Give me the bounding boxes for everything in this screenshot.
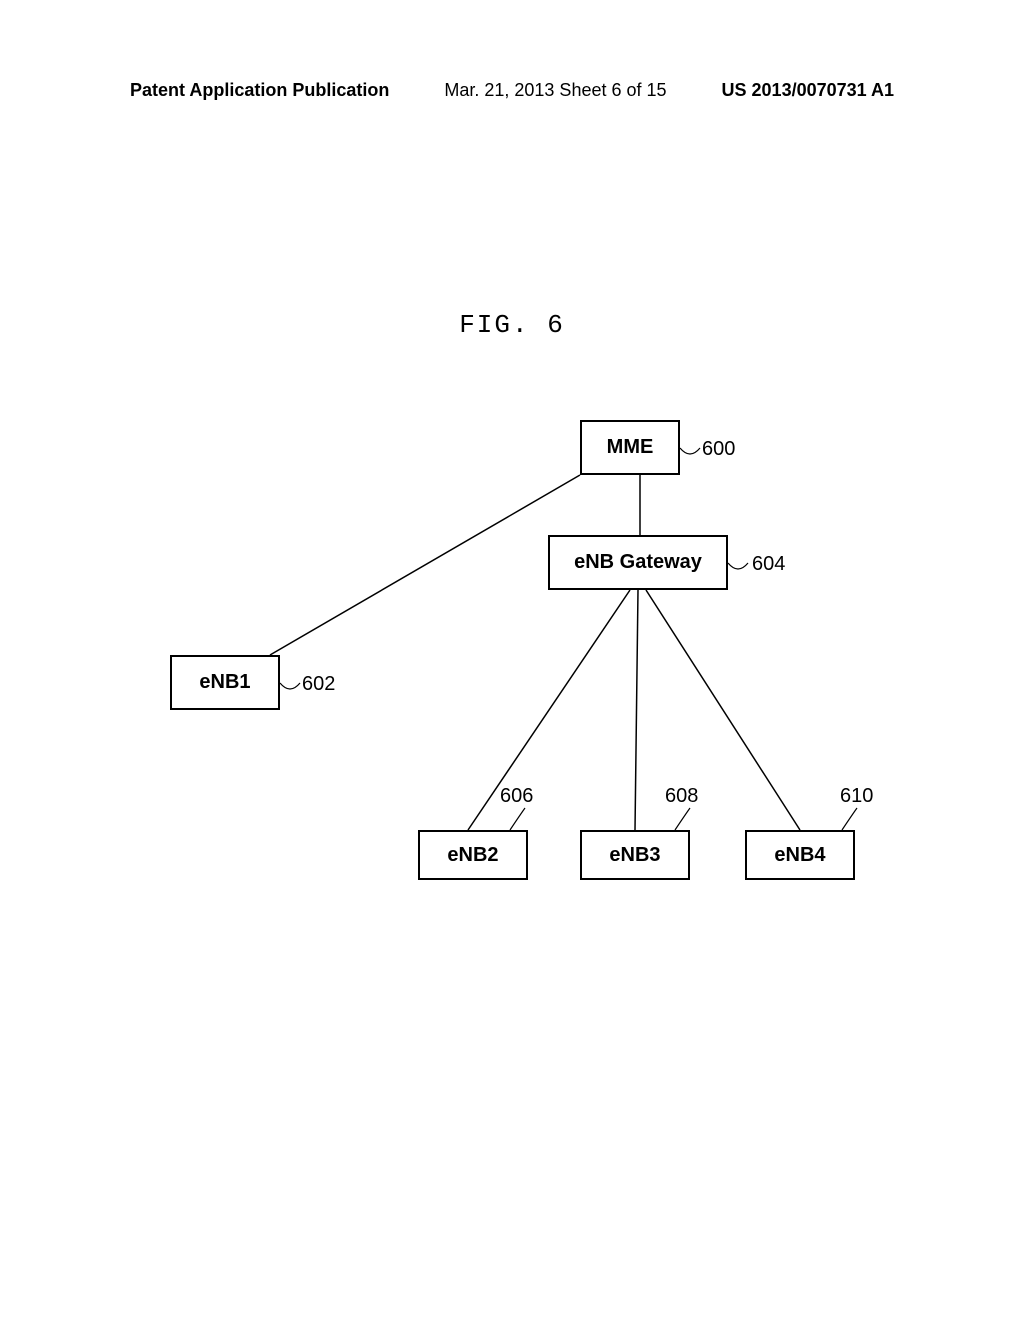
ref-connector-mme <box>680 448 700 454</box>
header-left: Patent Application Publication <box>130 80 389 101</box>
ref-label-enb3: 608 <box>665 785 698 808</box>
node-enb3: eNB3 <box>580 830 690 880</box>
ref-label-enb2: 606 <box>500 785 533 808</box>
ref-connector-enb2 <box>510 808 525 830</box>
ref-label-enb1: 602 <box>302 673 335 696</box>
ref-connector-enb1 <box>280 683 300 689</box>
diagram-edges <box>0 390 1024 890</box>
node-enb4: eNB4 <box>745 830 855 880</box>
node-mme: MME <box>580 420 680 475</box>
ref-label-enb4: 610 <box>840 785 873 808</box>
ref-connector-gw <box>728 563 748 569</box>
edge-gw-enb3 <box>635 590 638 830</box>
figure-title: FIG. 6 <box>0 310 1024 340</box>
node-enb1: eNB1 <box>170 655 280 710</box>
diagram-area: MME eNB Gateway eNB1 eNB2 eNB3 eNB4 600 604 602 6… <box>0 390 1024 890</box>
header-mid: Mar. 21, 2013 Sheet 6 of 15 <box>444 80 666 101</box>
header-right: US 2013/0070731 A1 <box>722 80 894 101</box>
ref-label-mme: 600 <box>702 438 735 461</box>
node-gw: eNB Gateway <box>548 535 728 590</box>
page-header: Patent Application Publication Mar. 21, … <box>0 80 1024 101</box>
edge-mme-enb1 <box>270 475 580 655</box>
ref-connector-enb3 <box>675 808 690 830</box>
edge-gw-enb2 <box>468 590 630 830</box>
page: Patent Application Publication Mar. 21, … <box>0 0 1024 1320</box>
ref-connector-enb4 <box>842 808 857 830</box>
ref-label-gw: 604 <box>752 553 785 576</box>
node-enb2: eNB2 <box>418 830 528 880</box>
